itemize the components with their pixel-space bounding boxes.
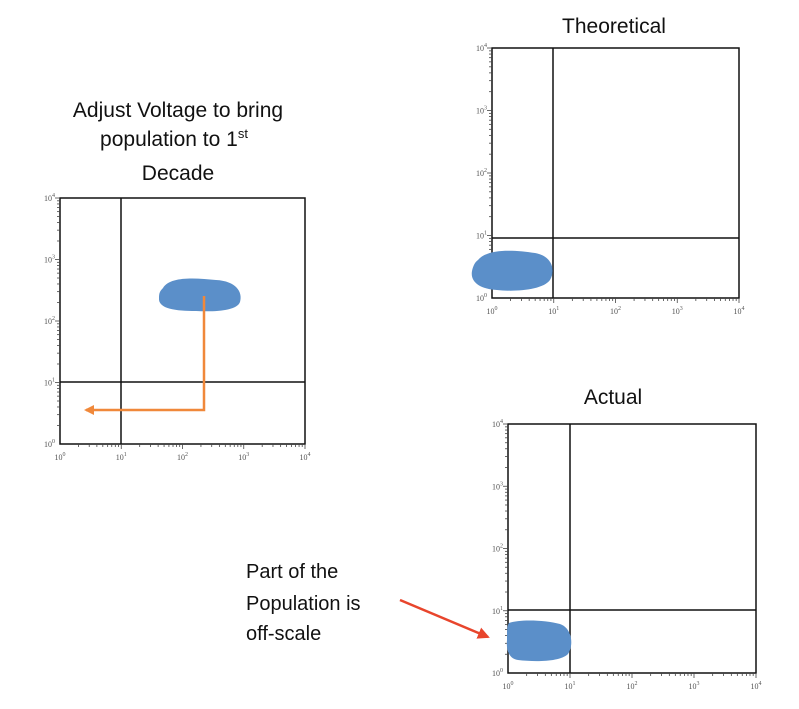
x-tick-label: 104 [734,306,745,316]
x-tick-label: 104 [300,452,311,462]
theoretical-title: Theoretical [562,15,666,38]
y-tick-label: 101 [44,378,55,388]
x-tick-label: 100 [487,306,498,316]
left-plot-frame [59,197,306,445]
left-plot: Adjust Voltage to bring population to 1s… [44,99,311,462]
x-tick-label: 102 [610,306,621,316]
y-tick-label: 104 [492,419,503,429]
x-tick-label: 104 [751,681,762,691]
y-tick-label: 101 [476,231,487,241]
y-tick-label: 102 [476,168,487,178]
y-tick-label: 102 [44,316,55,326]
x-tick-label: 103 [672,306,683,316]
y-tick-label: 103 [492,481,503,491]
left-title-line3: Decade [142,162,214,185]
y-tick-label: 104 [44,193,55,203]
actual-population-blob [506,620,572,662]
x-tick-label: 100 [503,681,514,691]
y-tick-label: 100 [44,439,55,449]
x-tick-label: 102 [627,681,638,691]
y-tick-label: 100 [476,293,487,303]
x-tick-label: 103 [689,681,700,691]
left-population-blob [158,278,241,312]
actual-title: Actual [584,386,642,409]
y-tick-label: 103 [44,255,55,265]
y-tick-label: 101 [492,606,503,616]
left-title-line1: Adjust Voltage to bring [73,99,283,122]
offscale-note-line2: Population is [246,593,361,615]
x-tick-label: 101 [116,452,127,462]
offscale-pointer-arrow [399,598,490,639]
offscale-note-line1: Part of the [246,561,338,583]
x-tick-label: 101 [565,681,576,691]
y-tick-label: 103 [476,106,487,116]
x-tick-label: 103 [238,452,249,462]
y-tick-label: 102 [492,544,503,554]
x-tick-label: 102 [177,452,188,462]
x-tick-label: 101 [548,306,559,316]
offscale-note-line3: off-scale [246,623,321,645]
y-tick-label: 104 [476,43,487,53]
y-tick-label: 100 [492,668,503,678]
theoretical-population-blob [471,250,553,291]
x-tick-label: 100 [55,452,66,462]
left-title-line2: population to 1st [100,126,248,151]
offscale-note: Part of the Population is off-scale [246,561,490,645]
voltage-adjust-arrow [84,296,206,415]
